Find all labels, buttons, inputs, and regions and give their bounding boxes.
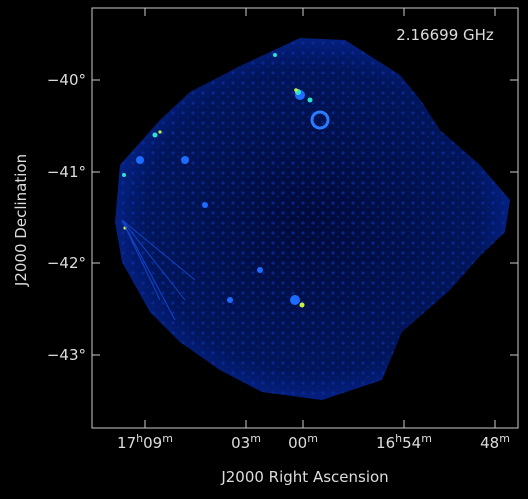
y-tick-label: −43° [47, 346, 86, 364]
label-part: 03 [231, 434, 250, 452]
label-part: m [250, 432, 261, 445]
label-part: 54 [402, 434, 421, 452]
x-axis-title: J2000 Right Ascension [220, 468, 388, 486]
y-tick-label: −42° [47, 254, 86, 272]
y-axis-title: J2000 Declination [12, 154, 30, 287]
x-tick-label: 00m [288, 432, 318, 452]
x-tick-label: 03m [231, 432, 261, 452]
x-tick-label: 16h54m [376, 432, 432, 452]
label-part: 48 [480, 434, 499, 452]
label-part: 09 [143, 434, 162, 452]
label-part: m [421, 432, 432, 445]
label-part: h [395, 432, 402, 445]
tick-marks [92, 8, 518, 428]
y-tick-label: −40° [47, 71, 86, 89]
label-part: 00 [288, 434, 307, 452]
label-part: h [136, 432, 143, 445]
x-tick-label: 17h09m [117, 432, 173, 452]
label-part: 16 [376, 434, 395, 452]
x-tick-label: 48m [480, 432, 510, 452]
frequency-label: 2.16699 GHz [396, 26, 494, 44]
label-part: m [162, 432, 173, 445]
label-part: m [499, 432, 510, 445]
label-part: m [307, 432, 318, 445]
label-part: 17 [117, 434, 136, 452]
y-tick-label: −41° [47, 163, 86, 181]
sky-image [115, 38, 510, 400]
